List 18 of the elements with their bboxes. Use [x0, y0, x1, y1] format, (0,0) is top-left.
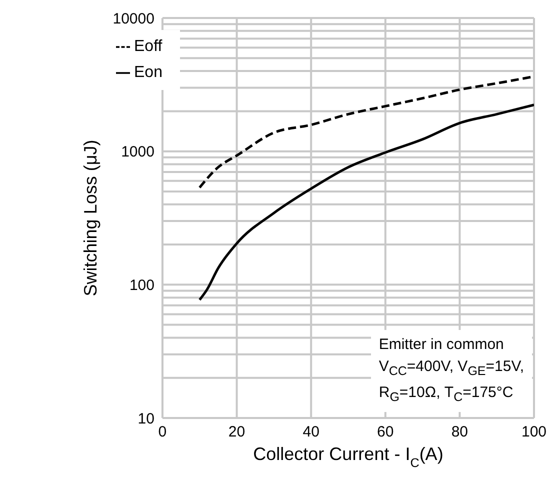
annotation: Emitter in common: [378, 335, 505, 355]
x-axis-title: Collector Current - I$_{C}$(A): [253, 444, 444, 470]
line-series: [198, 104, 534, 302]
y-axis-title: Switching Loss (μJ): [80, 140, 100, 296]
legend-label: Eoff: [134, 38, 162, 55]
x-tick-label: 60: [377, 424, 394, 441]
x-tick-label: 80: [451, 424, 468, 441]
y-tick-label: 100: [129, 276, 154, 294]
legend-label: Eon: [134, 64, 162, 81]
x-tick-label: 0: [158, 424, 167, 441]
annotation: R$_{G}$=10Ω, T$_{C}$=175°C: [378, 383, 514, 406]
y-tick-label: 1000: [121, 144, 154, 161]
x-tick-label: 100: [521, 424, 547, 441]
annotation: V$_{CC}$=400V, V$_{GE}$=15V,: [378, 357, 524, 380]
x-tick-label: 40: [302, 424, 320, 441]
y-tick-label: 10000: [112, 10, 154, 28]
y-tick-label: 10: [138, 410, 154, 428]
x-tick-label: 20: [228, 424, 246, 441]
